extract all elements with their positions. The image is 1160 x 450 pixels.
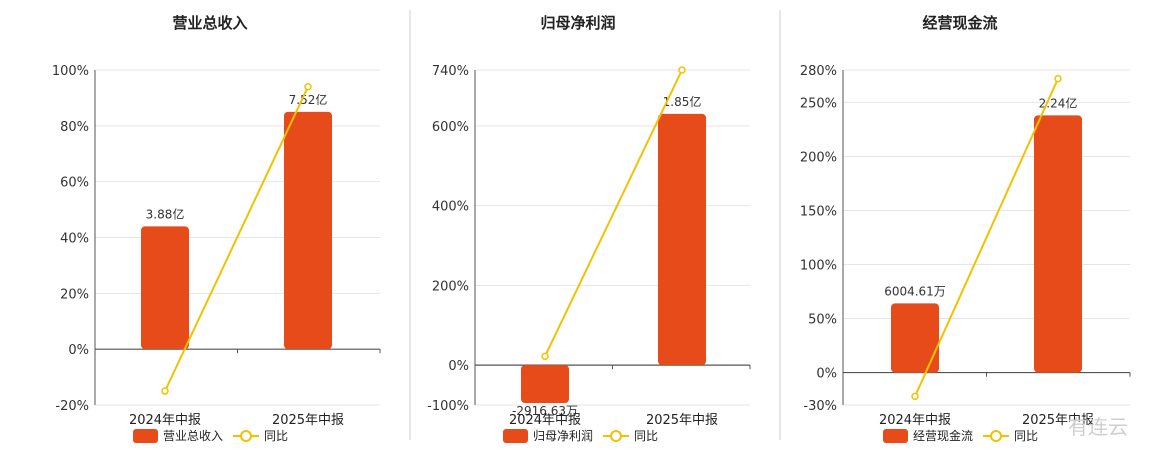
bar	[284, 111, 332, 350]
legend-label-line: 同比	[264, 429, 288, 443]
yoy-point	[161, 387, 169, 395]
y-tick-label: 100%	[52, 64, 89, 79]
y-tick-label: 80%	[60, 120, 89, 135]
x-category-label: 2025年中报	[272, 413, 344, 428]
legend-line-marker	[990, 430, 1002, 442]
chart-panel-3: 经营现金流 -30% 0% 50% 100% 150% 200% 250% 280% 6004.6…	[800, 14, 1131, 443]
legend-label-line: 同比	[1014, 429, 1038, 443]
x-category-label: 2024年中报	[129, 413, 201, 428]
bar-data-label: 3.88亿	[146, 206, 185, 221]
y-tick-label: 40%	[60, 232, 89, 247]
y-tick-label: 100%	[800, 259, 837, 274]
yoy-line	[164, 86, 309, 392]
legend-line-marker	[610, 430, 622, 442]
x-category-label: 2025年中报	[1022, 413, 1094, 428]
yoy-line	[544, 69, 683, 357]
legend-label-bar: 归母净利润	[533, 429, 593, 443]
yoy-point	[911, 392, 919, 401]
y-tick-label: 400%	[432, 200, 469, 215]
y-tick-label: -20%	[55, 399, 89, 414]
y-tick-label: 740%	[432, 64, 469, 79]
chart-title: 归母净利润	[540, 14, 615, 32]
chart-panel-2: 归母净利润 -100% 0% 200% 400% 600% 740% -2916.63万 1.8…	[427, 14, 751, 443]
bar-data-label: 6004.61万	[884, 284, 946, 298]
chart-title: 经营现金流	[922, 14, 997, 32]
bar-data-label: -2916.63万	[512, 404, 578, 418]
yoy-point	[1054, 74, 1062, 83]
y-tick-label: 600%	[432, 120, 469, 135]
watermark-text: 有连云	[1068, 415, 1128, 439]
bar-data-label: 1.85亿	[663, 94, 702, 109]
y-tick-label: 250%	[800, 96, 837, 111]
yoy-point	[304, 83, 312, 91]
y-tick-label: 150%	[800, 204, 837, 219]
x-category-label: 2024年中报	[879, 413, 951, 428]
bar	[141, 226, 189, 350]
legend-bar-swatch	[503, 429, 528, 443]
chart-title: 营业总收入	[172, 14, 247, 32]
yoy-point	[541, 352, 549, 361]
bar-data-label: 7.52亿	[289, 92, 328, 107]
y-tick-label: 20%	[60, 287, 89, 302]
y-tick-label: 0%	[448, 359, 469, 374]
x-category-label: 2025年中报	[646, 413, 718, 428]
y-tick-label: 280%	[800, 64, 837, 79]
legend-line-marker	[240, 430, 252, 442]
chart-panel-1: 营业总收入 -20% 0% 20% 40% 60% 80% 100% 3.88亿 7.52亿 202…	[52, 14, 381, 443]
y-tick-label: -30%	[803, 399, 837, 414]
y-tick-label: 0%	[68, 343, 89, 358]
legend-bar-swatch	[883, 429, 908, 443]
y-tick-label: 200%	[800, 150, 837, 165]
bar	[891, 303, 939, 373]
legend-label-bar: 经营现金流	[913, 428, 973, 443]
y-tick-label: -100%	[427, 399, 469, 414]
yoy-point	[678, 66, 686, 74]
y-tick-label: 60%	[60, 176, 89, 191]
x-category-label: 2024年中报	[509, 413, 581, 428]
bar	[521, 365, 569, 404]
bar	[658, 113, 706, 366]
y-tick-label: 50%	[808, 313, 837, 328]
y-tick-label: 200%	[432, 279, 469, 294]
bar	[1034, 115, 1082, 373]
y-tick-label: 0%	[816, 367, 837, 382]
legend-label-bar: 营业总收入	[163, 429, 223, 443]
yoy-line	[914, 78, 1059, 397]
legend-bar-swatch	[133, 429, 158, 443]
legend-label-line: 同比	[634, 429, 658, 443]
